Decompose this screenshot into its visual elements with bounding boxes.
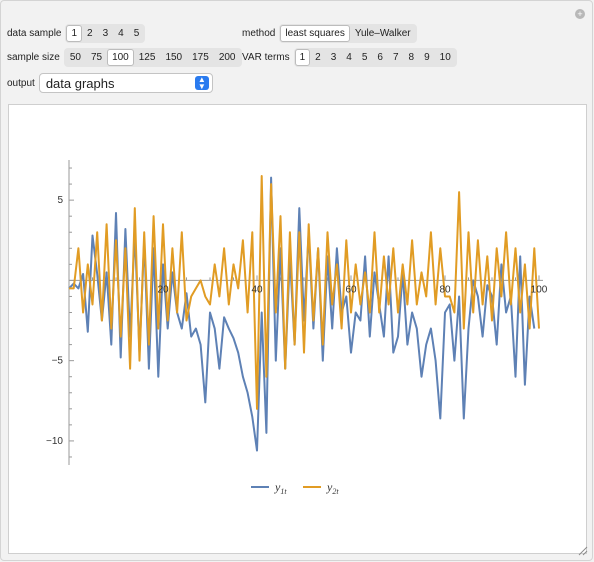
output-label: output — [7, 77, 35, 89]
series-line-y2t — [69, 175, 540, 410]
plot-area: 20 40 60 80 100 5 −5 −10 y1t y2t — [8, 104, 587, 554]
x-tick-label: 80 — [439, 284, 451, 295]
sample-size-option[interactable]: 50 — [69, 52, 81, 63]
y-tick-label: 5 — [57, 195, 63, 206]
x-tick-label: 20 — [157, 284, 169, 295]
sample-size-label: sample size — [7, 52, 60, 63]
data-sample-option-5[interactable]: 5 — [133, 28, 140, 39]
data-sample-option-4[interactable]: 4 — [118, 28, 124, 39]
sample-size-option[interactable]: 125 — [138, 52, 156, 63]
var-terms-option[interactable]: 9 — [424, 52, 430, 63]
sample-size-option[interactable]: 150 — [165, 52, 183, 63]
sample-size-option[interactable]: 200 — [218, 52, 236, 63]
var-terms-option[interactable]: 10 — [439, 52, 451, 63]
x-tick-label: 60 — [345, 284, 357, 295]
data-sample-label: data sample — [7, 28, 62, 39]
y-tick-label: −10 — [46, 436, 63, 447]
y-tick-label: −5 — [52, 356, 64, 367]
sample-size-option[interactable]: 175 — [192, 52, 209, 63]
x-tick-label: 40 — [251, 284, 263, 295]
data-sample-option-3[interactable]: 3 — [102, 28, 109, 39]
sample-size-option[interactable]: 100 — [107, 49, 134, 66]
data-sample-option-1[interactable]: 1 — [66, 25, 83, 42]
data-sample-option-2[interactable]: 2 — [87, 28, 93, 39]
method-option-yule-walker[interactable]: Yule–Walker — [354, 28, 411, 39]
output-dropdown[interactable]: data graphs ▲ ▼ — [38, 73, 213, 93]
chevron-updown-icon: ▲ ▼ — [194, 76, 209, 91]
var-terms-option[interactable]: 2 — [315, 52, 321, 63]
var-terms-option[interactable]: 8 — [408, 52, 415, 63]
var-terms-setter: 1 2 3 4 5 6 7 8 9 10 — [293, 48, 457, 67]
data-sample-setter: 1 2 3 4 5 — [65, 24, 146, 43]
var-terms-option[interactable]: 6 — [377, 52, 383, 63]
time-series-chart: 20 40 60 80 100 5 −5 −10 y1t y2t — [46, 160, 548, 496]
var-terms-option[interactable]: 3 — [330, 52, 337, 63]
resize-grip-icon[interactable] — [576, 544, 588, 556]
var-terms-control: VAR terms 1 2 3 4 5 6 7 8 9 10 — [242, 48, 457, 67]
data-sample-control: data sample 1 2 3 4 5 — [7, 24, 146, 43]
sample-size-option[interactable]: 75 — [90, 52, 103, 63]
var-terms-option[interactable]: 7 — [392, 52, 399, 63]
var-terms-label: VAR terms — [242, 52, 290, 63]
sample-size-setter: 50 75 100 125 150 175 200 — [63, 48, 242, 67]
sample-size-control: sample size 50 75 100 125 150 175 200 — [7, 48, 242, 67]
var-terms-option[interactable]: 4 — [346, 52, 352, 63]
method-label: method — [242, 28, 276, 39]
output-dropdown-value: data graphs — [45, 75, 115, 91]
method-control: method least squares Yule–Walker — [242, 24, 417, 43]
var-terms-option[interactable]: 5 — [361, 52, 368, 63]
output-control: output data graphs ▲ ▼ — [7, 73, 213, 93]
method-setter: least squares Yule–Walker — [279, 24, 417, 43]
legend-entry: y2t — [326, 480, 339, 496]
legend-entry: y1t — [274, 480, 287, 496]
x-tick-label: 100 — [531, 284, 548, 295]
method-option-least-squares[interactable]: least squares — [280, 25, 350, 42]
plus-circle-icon[interactable]: + — [575, 9, 585, 19]
var-terms-option[interactable]: 1 — [294, 49, 311, 66]
